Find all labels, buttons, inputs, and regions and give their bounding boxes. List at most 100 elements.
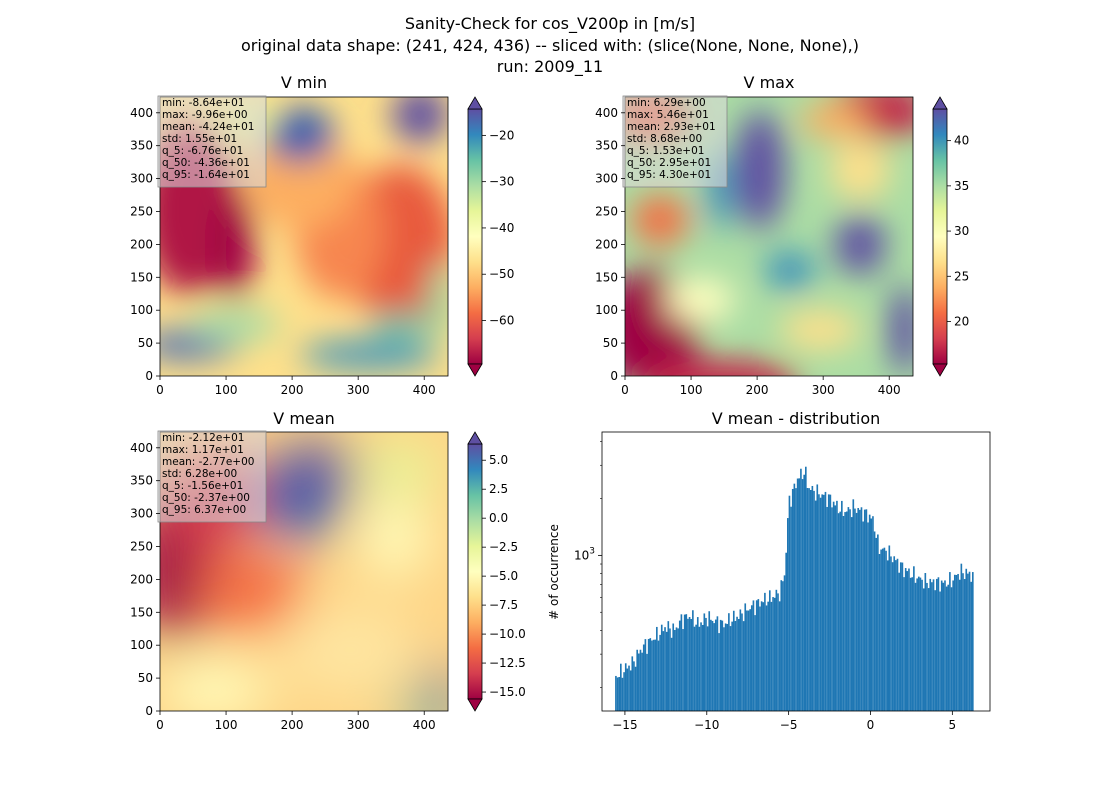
- histogram-bar: [957, 573, 959, 711]
- axes-ticks-v-min: 0 100 200 300 400 0 50 100 150 200 250 300 350 400: [130, 106, 436, 397]
- colorbar-tick-label: 0.0: [489, 511, 508, 525]
- y-tick-label: 300: [130, 172, 153, 186]
- stat-line: min: -8.64e+01: [162, 97, 244, 109]
- histogram-bar: [873, 531, 876, 711]
- histogram-bar: [623, 672, 625, 711]
- histogram-bar: [678, 620, 681, 711]
- y-tick-label: 200: [130, 237, 153, 251]
- histogram-bar: [624, 663, 627, 711]
- histogram-bar: [960, 563, 963, 711]
- histogram-bar: [728, 613, 730, 711]
- histogram-bar: [800, 468, 802, 711]
- histogram-bar: [854, 508, 856, 711]
- histogram-bar: [718, 633, 720, 711]
- histogram-bar: [890, 556, 892, 711]
- histogram-bar: [656, 626, 658, 711]
- histogram-bar: [965, 568, 968, 711]
- colorbar-tick-label: −15.0: [489, 685, 526, 699]
- histogram-bar: [770, 601, 773, 711]
- histogram-bar: [916, 578, 918, 711]
- y-tick-label: 400: [595, 106, 618, 120]
- histogram-bar: [944, 580, 946, 711]
- stat-line: q_50: -2.37e+00: [162, 492, 250, 504]
- histogram-bar: [952, 580, 954, 711]
- histogram-bar: [703, 613, 706, 711]
- y-tick-label: 0: [145, 369, 153, 383]
- stat-line: max: 1.17e+01: [162, 444, 244, 456]
- histogram-bar: [847, 507, 850, 711]
- histogram-bar: [837, 513, 840, 711]
- y-tick-label: 200: [130, 572, 153, 586]
- histogram-bar: [970, 581, 972, 711]
- x-tick-label: 200: [746, 383, 769, 397]
- histogram-bar: [755, 600, 758, 711]
- panel-v-mean: V mean min: -2.12e+01 max: 1.17e+01: [130, 409, 526, 732]
- x-tick-label: 5: [949, 718, 957, 732]
- histogram-bar: [729, 626, 732, 711]
- histogram-ylabel: # of occurrence: [547, 524, 561, 620]
- histogram-bar: [852, 499, 855, 711]
- histogram-bar: [739, 609, 742, 711]
- histogram-bar: [732, 610, 735, 711]
- histogram-bar: [917, 576, 920, 711]
- histogram-bar: [665, 631, 668, 711]
- histogram-bar: [816, 484, 819, 711]
- histogram-bar: [805, 466, 807, 711]
- x-tick-label: −15: [612, 718, 637, 732]
- histogram-bar: [818, 494, 820, 711]
- histogram-bar: [747, 610, 750, 711]
- histogram-bar: [616, 677, 619, 711]
- histogram-bar: [865, 509, 868, 711]
- stats-box-v-mean: min: -2.12e+01 max: 1.17e+01 mean: -2.77…: [157, 430, 267, 523]
- histogram-bar: [628, 665, 630, 711]
- panel-v-min: V min min: -8.64e+01 ma: [130, 73, 514, 397]
- histogram-bar: [934, 590, 936, 711]
- histogram-bar: [926, 582, 928, 711]
- stat-line: q_95: 6.37e+00: [162, 504, 246, 516]
- y-tick-label: 350: [595, 139, 618, 153]
- histogram-bar: [947, 584, 950, 711]
- suptitle-line-1: Sanity-Check for cos_V200p in [m/s]: [405, 14, 695, 34]
- histogram-bar: [823, 494, 825, 711]
- histogram-bar: [842, 515, 845, 711]
- stat-line: min: -2.12e+01: [162, 432, 244, 444]
- stat-line: std: 6.28e+00: [162, 468, 237, 480]
- y-tick-label: 150: [595, 270, 618, 284]
- histogram-bar: [850, 517, 853, 711]
- histogram-bar: [687, 618, 689, 711]
- histogram-bar: [647, 638, 650, 711]
- histogram-bar: [780, 580, 783, 711]
- stat-line: q_95: 4.30e+01: [627, 169, 711, 181]
- histogram-bar: [808, 488, 810, 711]
- panel-title-v-max: V max: [744, 73, 795, 92]
- histogram-bar: [806, 487, 809, 711]
- histogram-bar: [701, 624, 704, 711]
- histogram-bar: [706, 626, 709, 711]
- histogram-bar: [845, 511, 848, 711]
- histogram-bar: [764, 592, 766, 711]
- histogram-bar: [759, 606, 761, 711]
- x-tick-label: 400: [413, 718, 436, 732]
- colorbar-tick-label: 35: [954, 179, 969, 193]
- histogram-bar: [757, 599, 760, 711]
- histogram-bar: [750, 605, 753, 711]
- histogram-bar: [639, 649, 642, 711]
- histogram-bar: [962, 573, 964, 711]
- histogram-bar: [752, 600, 755, 711]
- histogram-bar: [949, 572, 951, 711]
- y-tick-label: 350: [130, 474, 153, 488]
- y-tick-label: 300: [595, 172, 618, 186]
- histogram-bar: [714, 619, 717, 711]
- x-tick-label: 200: [281, 718, 304, 732]
- histogram-bar: [927, 588, 930, 711]
- stats-box-v-min: min: -8.64e+01 max: -9.96e+00 mean: -4.2…: [157, 95, 267, 188]
- x-tick-label: 100: [215, 383, 238, 397]
- histogram-bar: [783, 575, 786, 711]
- histogram-bar: [863, 509, 866, 711]
- stat-line: min: 6.29e+00: [627, 97, 706, 109]
- histogram-bar: [723, 627, 725, 711]
- histogram-bar: [657, 640, 660, 711]
- histogram-bar: [620, 663, 622, 711]
- histogram-bar: [762, 602, 765, 711]
